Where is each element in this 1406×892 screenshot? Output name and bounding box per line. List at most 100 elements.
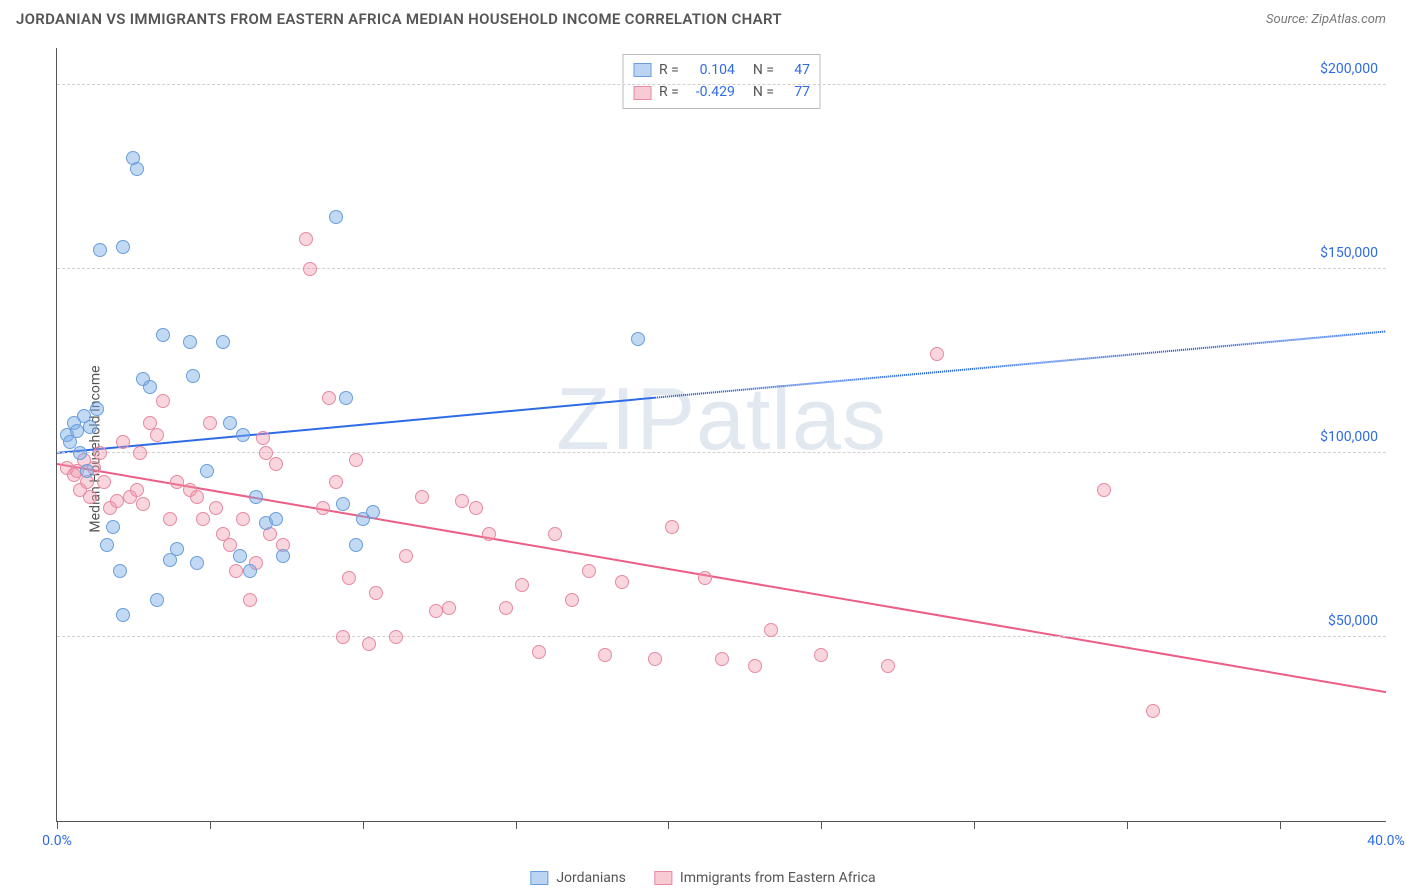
- data-point: [299, 232, 313, 246]
- data-point: [243, 564, 257, 578]
- data-point: [170, 475, 184, 489]
- data-point: [442, 601, 456, 615]
- x-tick: [210, 821, 211, 829]
- source-attribution: Source: ZipAtlas.com: [1266, 12, 1386, 27]
- data-point: [329, 210, 343, 224]
- watermark-text: ZIPatlas: [556, 368, 887, 470]
- x-tick: [516, 821, 517, 829]
- data-point: [90, 402, 104, 416]
- data-point: [429, 604, 443, 618]
- legend-n-value: 47: [782, 59, 810, 81]
- data-point: [499, 601, 513, 615]
- data-point: [183, 335, 197, 349]
- data-point: [130, 162, 144, 176]
- data-point: [163, 512, 177, 526]
- data-point: [764, 623, 778, 637]
- data-point: [143, 380, 157, 394]
- data-point: [190, 490, 204, 504]
- series-legend: Jordanians Immigrants from Eastern Africa: [530, 870, 875, 886]
- data-point: [150, 593, 164, 607]
- x-tick: [363, 821, 364, 829]
- legend-swatch: [654, 871, 672, 885]
- data-point: [223, 416, 237, 430]
- data-point: [233, 549, 247, 563]
- data-point: [97, 475, 111, 489]
- data-point: [116, 608, 130, 622]
- data-point: [532, 645, 546, 659]
- data-point: [349, 538, 363, 552]
- data-point: [698, 571, 712, 585]
- legend-swatch: [633, 86, 651, 100]
- legend-stat-row: R =0.104N =47: [633, 59, 810, 81]
- legend-item: Jordanians: [530, 870, 626, 886]
- data-point: [110, 494, 124, 508]
- data-point: [156, 394, 170, 408]
- data-point: [715, 652, 729, 666]
- plot-region: ZIPatlas R =0.104N =47R =-0.429N =77 $50…: [56, 48, 1386, 822]
- data-point: [116, 435, 130, 449]
- data-point: [80, 464, 94, 478]
- data-point: [665, 520, 679, 534]
- x-tick: [974, 821, 975, 829]
- data-point: [322, 391, 336, 405]
- y-tick-label: $50,000: [1328, 613, 1378, 629]
- data-point: [349, 453, 363, 467]
- data-point: [236, 512, 250, 526]
- data-point: [276, 549, 290, 563]
- legend-swatch: [530, 871, 548, 885]
- data-point: [73, 446, 87, 460]
- data-point: [615, 575, 629, 589]
- data-point: [106, 520, 120, 534]
- data-point: [236, 428, 250, 442]
- data-point: [881, 659, 895, 673]
- legend-swatch: [633, 63, 651, 77]
- data-point: [83, 420, 97, 434]
- data-point: [1097, 483, 1111, 497]
- legend-item: Immigrants from Eastern Africa: [654, 870, 876, 886]
- data-point: [455, 494, 469, 508]
- data-point: [648, 652, 662, 666]
- data-point: [269, 457, 283, 471]
- data-point: [130, 483, 144, 497]
- legend-label: Jordanians: [556, 870, 626, 886]
- data-point: [598, 648, 612, 662]
- data-point: [369, 586, 383, 600]
- legend-r-label: R =: [659, 59, 679, 81]
- y-tick-label: $200,000: [1320, 61, 1378, 77]
- data-point: [565, 593, 579, 607]
- data-point: [150, 428, 164, 442]
- data-point: [170, 542, 184, 556]
- y-tick-label: $150,000: [1320, 245, 1378, 261]
- x-tick: [668, 821, 669, 829]
- gridline-h: [57, 84, 1386, 85]
- legend-label: Immigrants from Eastern Africa: [680, 870, 876, 886]
- x-tick-label: 40.0%: [1367, 833, 1405, 849]
- data-point: [156, 328, 170, 342]
- data-point: [100, 538, 114, 552]
- data-point: [930, 347, 944, 361]
- x-tick-label: 0.0%: [42, 833, 72, 849]
- data-point: [748, 659, 762, 673]
- data-point: [548, 527, 562, 541]
- data-point: [243, 593, 257, 607]
- gridline-h: [57, 636, 1386, 637]
- data-point: [133, 446, 147, 460]
- data-point: [814, 648, 828, 662]
- stats-legend: R =0.104N =47R =-0.429N =77: [622, 54, 821, 109]
- data-point: [415, 490, 429, 504]
- legend-n-label: N =: [753, 59, 774, 81]
- x-tick: [821, 821, 822, 829]
- data-point: [113, 564, 127, 578]
- data-point: [93, 446, 107, 460]
- data-point: [70, 424, 84, 438]
- data-point: [186, 369, 200, 383]
- data-point: [366, 505, 380, 519]
- data-point: [582, 564, 596, 578]
- data-point: [216, 335, 230, 349]
- data-point: [342, 571, 356, 585]
- data-point: [83, 490, 97, 504]
- data-point: [229, 564, 243, 578]
- data-point: [196, 512, 210, 526]
- data-point: [249, 490, 263, 504]
- data-point: [116, 240, 130, 254]
